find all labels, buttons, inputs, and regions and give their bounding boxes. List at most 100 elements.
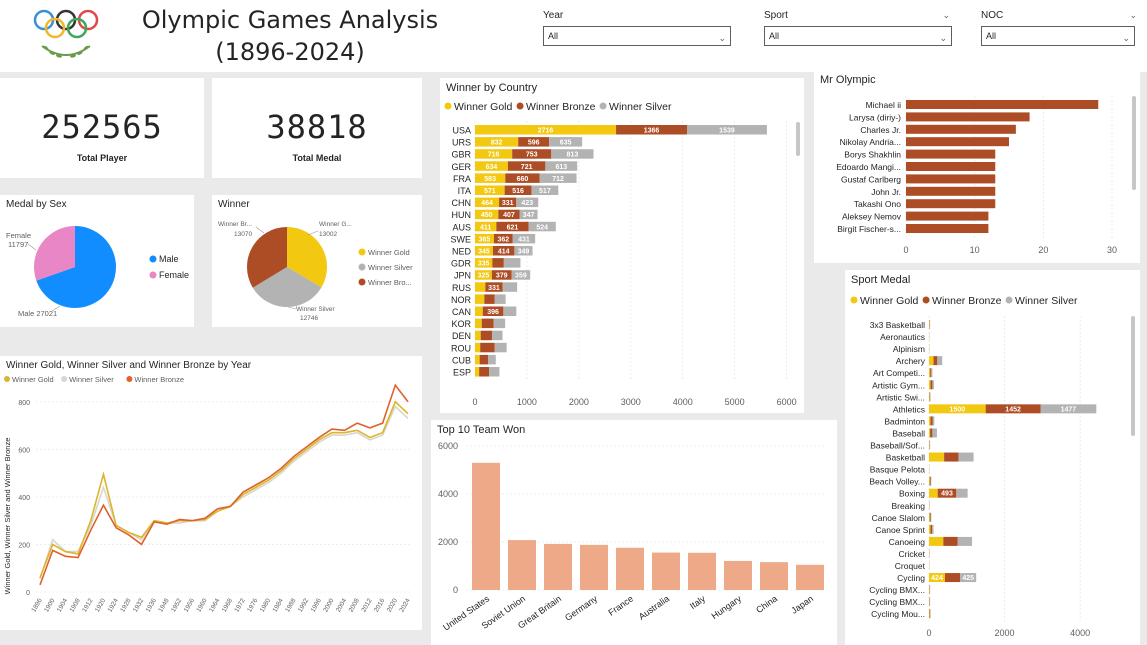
chevron-down-icon[interactable]: ⌄ xyxy=(1129,10,1137,20)
pie-label-female-name: Female xyxy=(6,231,31,240)
noc-dropdown-value: All xyxy=(986,31,997,41)
total-medal-card: 38818 Total Medal xyxy=(212,78,422,178)
noc-dropdown[interactable]: All ⌄ xyxy=(981,26,1135,46)
x-tick-1896: 1896 xyxy=(30,597,43,613)
x-tick-2020: 2020 xyxy=(386,597,399,613)
data-label-aus-winner-silver: 524 xyxy=(536,224,548,231)
bar-cub-winner-bronze xyxy=(479,354,488,365)
bar-baseball-winner-gold xyxy=(929,428,931,438)
sport-scrollbar[interactable] xyxy=(1131,316,1135,436)
bar-gdr-winner-gold xyxy=(475,258,493,268)
bar-fra-winner-gold xyxy=(475,173,506,183)
legend-label-winner-bronze: Winner Bronze xyxy=(932,295,1002,307)
bar-canoe-sprint-winner-silver xyxy=(932,524,934,534)
x-tick-1980: 1980 xyxy=(259,597,272,613)
bar-hun-winner-gold xyxy=(475,209,499,220)
bar-chn-winner-bronze xyxy=(499,197,517,208)
year-dropdown[interactable]: All ⌄ xyxy=(543,26,731,46)
noc-slicer[interactable]: NOC ⌄ All ⌄ xyxy=(981,10,1147,46)
pie-slice-male xyxy=(36,226,116,308)
bar-ita-winner-silver xyxy=(531,185,559,195)
data-label-ned-winner-silver: 349 xyxy=(518,249,530,256)
bar-cycling-winner-bronze xyxy=(945,573,961,583)
x-tick-2008: 2008 xyxy=(348,597,361,613)
data-label-hun-winner-silver: 347 xyxy=(523,212,535,219)
category-label-badminton: Badminton xyxy=(884,416,925,426)
bar-australia xyxy=(652,552,680,590)
data-label-ned-winner-gold: 345 xyxy=(478,249,490,256)
data-label-usa-winner-bronze: 1366 xyxy=(644,128,660,135)
bar-artistic-gym-winner-silver xyxy=(932,380,934,390)
athlete-label-michael-ii: Michael ii xyxy=(866,100,902,110)
category-label-cricket: Cricket xyxy=(899,549,926,559)
athlete-label-larysa-diriy: Larysa (diriy-) xyxy=(849,112,901,122)
bar-kor-winner-gold xyxy=(475,318,482,329)
x-tick-1976: 1976 xyxy=(246,597,259,613)
category-label-hungary: Hungary xyxy=(710,593,744,621)
category-label-italy: Italy xyxy=(688,593,708,611)
mr-olympic-title: Mr Olympic xyxy=(820,74,876,86)
data-label-fra-winner-silver: 712 xyxy=(552,176,564,183)
category-label-kor: KOR xyxy=(451,319,471,329)
sport-slicer[interactable]: Sport ⌄ All ⌄ xyxy=(764,10,954,46)
x-tick-1972: 1972 xyxy=(233,597,246,613)
total-medal-label: Total Medal xyxy=(292,153,342,163)
legend-label-winner-gold: Winner Gold xyxy=(860,295,919,307)
bar-usa-winner-bronze xyxy=(616,125,688,135)
bar-den-winner-silver xyxy=(492,330,503,341)
bar-gdr-winner-silver xyxy=(503,258,521,268)
bar-esp-winner-gold xyxy=(475,367,480,377)
category-label-swe: SWE xyxy=(450,234,471,244)
athlete-label-takashi-ono: Takashi Ono xyxy=(854,199,902,209)
pie-leader-gold xyxy=(307,230,319,236)
bar-larysa-diriy xyxy=(906,112,1030,122)
bar-ned-winner-silver xyxy=(514,246,533,256)
bar-basketball-winner-bronze xyxy=(944,452,959,462)
pie-slice-winner-gold xyxy=(287,227,327,288)
bar-swe-winner-bronze xyxy=(493,233,513,244)
pie-leader-bronze xyxy=(255,226,265,234)
chevron-down-icon[interactable]: ⌄ xyxy=(942,10,950,20)
category-label-archery: Archery xyxy=(896,356,926,366)
y-tick-200: 200 xyxy=(18,542,30,549)
bar-art-competi-winner-gold xyxy=(929,368,931,378)
country-scrollbar[interactable] xyxy=(796,122,800,156)
data-label-ger-winner-silver: 613 xyxy=(555,164,567,171)
legend-label-winner-bro: Winner Bro... xyxy=(368,278,412,287)
category-label-beach-volley: Beach Volley... xyxy=(869,477,925,487)
bar-rus-winner-silver xyxy=(502,282,518,292)
y-tick-800: 800 xyxy=(18,400,30,407)
chevron-down-icon: ⌄ xyxy=(1122,33,1130,43)
x-tick-2000: 2000 xyxy=(569,397,589,407)
category-label-france: France xyxy=(606,593,635,617)
legend-label-winner-gold: Winner Gold xyxy=(454,101,513,113)
bar-basketball-winner-gold xyxy=(929,452,945,462)
bar-gbr-winner-gold xyxy=(475,149,513,159)
bar-jpn-winner-gold xyxy=(475,270,492,280)
legend-label-winner-silver: Winner Silver xyxy=(368,263,413,272)
data-label-aus-winner-gold: 411 xyxy=(480,224,491,231)
data-label-urs-winner-bronze: 596 xyxy=(528,140,540,147)
olympic-rings-logo xyxy=(33,9,99,58)
year-dropdown-value: All xyxy=(548,31,559,41)
bar-artistic-swi-winner-silver xyxy=(929,392,931,402)
bar-boxing-winner-gold xyxy=(929,488,938,498)
category-label-basketball: Basketball xyxy=(886,453,925,463)
pie-leader-female xyxy=(27,243,37,251)
sport-dropdown[interactable]: All ⌄ xyxy=(764,26,952,46)
mr-olympic-scrollbar[interactable] xyxy=(1132,96,1136,190)
category-label-ita: ITA xyxy=(458,186,471,196)
bar-cycling-winner-gold xyxy=(929,573,946,583)
x-tick-1956: 1956 xyxy=(183,597,196,613)
bar-canoeing-winner-silver xyxy=(957,536,973,546)
line-winner-silver xyxy=(39,405,409,580)
category-label-fra: FRA xyxy=(453,174,471,184)
x-tick-2004: 2004 xyxy=(335,597,348,613)
bar-gustaf-carlberg xyxy=(906,174,996,184)
year-slicer[interactable]: Year All ⌄ xyxy=(543,10,733,46)
x-tick-1000: 1000 xyxy=(517,397,537,407)
pie-label-bronze-name: Winner Br... xyxy=(218,221,252,228)
bar-beach-volley-winner-gold xyxy=(929,476,930,486)
bar-japan xyxy=(796,564,824,590)
